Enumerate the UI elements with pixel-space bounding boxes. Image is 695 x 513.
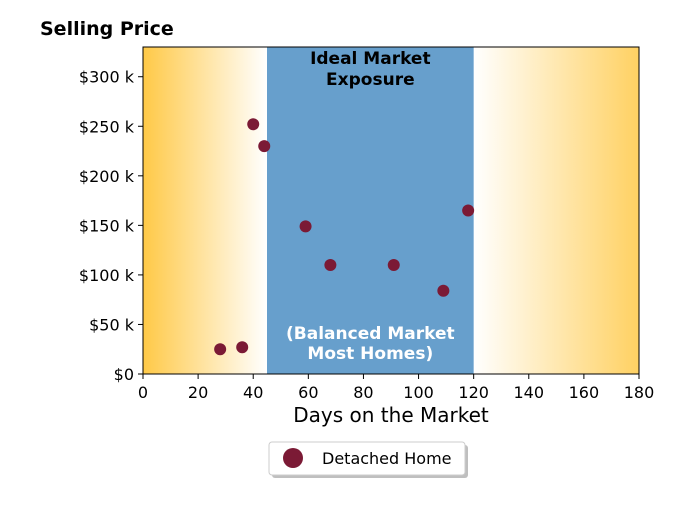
legend-label: Detached Home bbox=[322, 449, 452, 468]
ideal-exposure-band bbox=[267, 47, 474, 374]
x-tick-label: 0 bbox=[138, 383, 148, 402]
x-tick-label: 40 bbox=[243, 383, 263, 402]
band-label-top-line-2: Exposure bbox=[326, 70, 415, 90]
y-tick-label: $50 k bbox=[89, 315, 135, 334]
x-tick-label: 160 bbox=[569, 383, 600, 402]
band-label-bottom-line-2: Most Homes) bbox=[307, 344, 433, 364]
data-point-9 bbox=[462, 204, 475, 217]
x-tick-label: 20 bbox=[188, 383, 208, 402]
plot-frame bbox=[142, 46, 640, 375]
data-point-5 bbox=[299, 220, 312, 233]
legend-box bbox=[268, 441, 466, 476]
legend: Detached Home bbox=[268, 441, 468, 478]
right-gradient-region bbox=[473, 47, 639, 374]
y-tick-label: $200 k bbox=[79, 167, 135, 186]
x-tick-label: 180 bbox=[624, 383, 655, 402]
left-gradient-region bbox=[143, 47, 267, 374]
x-tick-label: 60 bbox=[298, 383, 318, 402]
data-point-1 bbox=[214, 343, 227, 356]
y-tick-label: $150 k bbox=[79, 216, 135, 235]
data-point-3 bbox=[247, 118, 260, 131]
data-point-4 bbox=[258, 140, 271, 153]
data-points bbox=[214, 118, 475, 356]
data-point-6 bbox=[324, 259, 337, 271]
x-axis-title: Days on the Market bbox=[293, 403, 489, 427]
x-tick-label: 100 bbox=[403, 383, 434, 402]
x-tick-label: 80 bbox=[353, 383, 373, 402]
y-tick-label: $100 k bbox=[79, 266, 135, 285]
data-point-8 bbox=[437, 284, 450, 297]
legend-marker bbox=[283, 448, 303, 468]
band-label-bottom-line-1: (Balanced Market bbox=[286, 324, 455, 344]
x-tick-label: 120 bbox=[458, 383, 489, 402]
chart-title: Selling Price bbox=[40, 18, 174, 40]
x-tick-label: 140 bbox=[514, 383, 545, 402]
y-tick-label: $0 bbox=[114, 365, 134, 384]
axes: 0 20 40 60 80 100 120 140 160 180 $0 $50 k $100 k $15… bbox=[79, 46, 655, 402]
y-tick-label: $300 k bbox=[79, 68, 135, 87]
data-point-2 bbox=[236, 341, 249, 354]
data-point-7 bbox=[387, 259, 400, 271]
band-label-top-line-1: Ideal Market bbox=[310, 49, 431, 69]
y-tick-label: $250 k bbox=[79, 117, 135, 136]
